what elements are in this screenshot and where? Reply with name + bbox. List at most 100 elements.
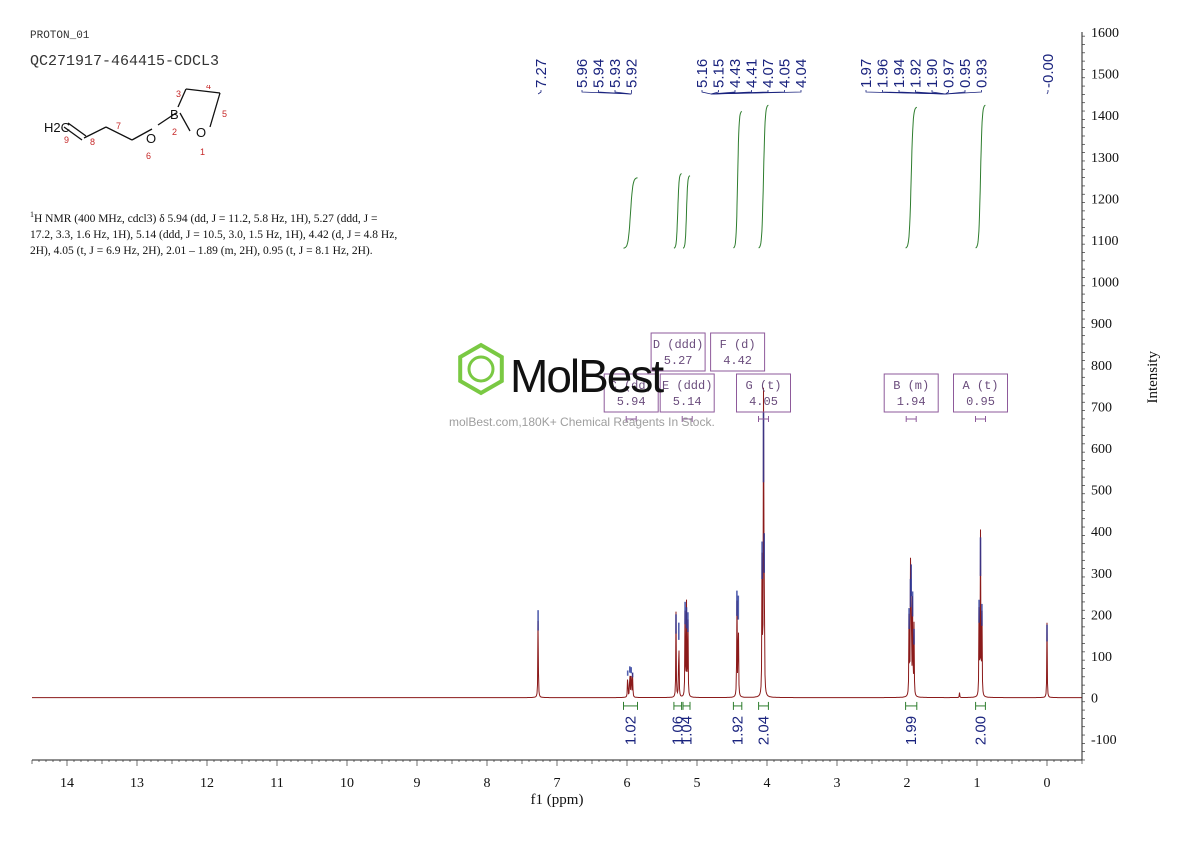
y-tick-label: 300: [1091, 567, 1112, 582]
x-tick-label: 6: [624, 776, 631, 791]
description-text: H NMR (400 MHz, cdcl3) δ 5.94 (dd, J = 1…: [30, 212, 398, 257]
y-tick-label: -100: [1091, 733, 1117, 748]
peak-label-leader: [598, 90, 632, 95]
x-tick-label: 3: [834, 776, 841, 791]
peak-label: 1.90: [924, 59, 941, 88]
x-tick-label: 10: [340, 776, 354, 791]
integral-curve: [673, 173, 682, 249]
peak-label: 0.95: [957, 59, 974, 88]
y-tick-label: 600: [1091, 442, 1112, 457]
peak-label-leader: [931, 90, 946, 95]
peak-label-leader: [915, 90, 946, 95]
peak-label: 5.94: [591, 59, 608, 88]
multiplet-letter: C (dd): [610, 379, 653, 393]
peak-label: 5.16: [694, 59, 711, 88]
integral-value: 1.02: [623, 716, 640, 745]
formula-label: H2C: [44, 120, 70, 135]
integral-value: 2.00: [973, 716, 990, 745]
sample-id: QC271917-464415-CDCL3: [30, 53, 220, 70]
peak-label: 1.97: [858, 59, 875, 88]
y-tick-label: 1300: [1091, 151, 1119, 166]
integral-value: 2.04: [756, 716, 773, 745]
y-tick-label: 100: [1091, 650, 1112, 665]
nmr-description: 1H NMR (400 MHz, cdcl3) δ 5.94 (dd, J = …: [30, 207, 400, 259]
x-tick-label: 7: [554, 776, 561, 791]
integral-values: 1.02 1.061.04 1.92 2.04 1.99 2.00: [623, 701, 990, 745]
x-tick-label: 1: [974, 776, 981, 791]
integral-curve: [682, 175, 691, 249]
x-tick-label: 9: [414, 776, 421, 791]
watermark-logo-icon: [458, 342, 504, 396]
description-superscript: 1: [30, 210, 34, 219]
x-tick-label: 4: [764, 776, 771, 791]
experiment-name: PROTON_01: [30, 30, 90, 42]
peak-label-leader: [1046, 90, 1049, 95]
peak-label: 4.41: [744, 59, 761, 88]
integral-value: 1.06: [670, 716, 687, 745]
y-axis-title: Intensity: [1145, 351, 1161, 404]
x-tick-label: 2: [904, 776, 911, 791]
multiplet-box: [953, 373, 1008, 413]
peak-label-leader: [710, 90, 802, 95]
multiplet-shift: 4.05: [749, 395, 778, 409]
peak-label: 5.93: [607, 59, 624, 88]
y-tick-label: 500: [1091, 484, 1112, 499]
peak-label-leader: [945, 90, 982, 95]
peak-label: 4.05: [777, 59, 794, 88]
x-tick-label: 13: [130, 776, 144, 791]
y-tick-label: 1200: [1091, 192, 1119, 207]
multiplet-letter: E (ddd): [662, 379, 712, 393]
multiplet-box: [659, 373, 715, 413]
spectrum-trace: [32, 387, 1082, 699]
integral-curve: [905, 106, 918, 249]
y-tick-label: 1600: [1091, 26, 1119, 41]
peak-label: 4.43: [727, 59, 744, 88]
y-tick-label: 900: [1091, 317, 1112, 332]
integral-curve: [733, 110, 742, 249]
x-tick-label: 8: [484, 776, 491, 791]
peak-label-leader: [945, 90, 949, 95]
atom-number-1: 1: [200, 147, 205, 157]
integral-curve: [623, 177, 638, 249]
multiplet-letter: A (t): [962, 379, 998, 393]
atom-number-9: 9: [64, 135, 69, 145]
peak-labels: 7.27 5.96 5.94 5.93 5.92 5.16 5.15 4.43 4.41 4.07…: [533, 54, 1057, 95]
atom-number-7: 7: [116, 121, 121, 131]
peak-markers: [537, 412, 1048, 678]
watermark-brand: MolBest: [510, 350, 664, 402]
atom-boron: B: [170, 107, 179, 122]
multiplet-box: [710, 332, 766, 372]
peak-label: 0.97: [941, 59, 958, 88]
atom-number-8: 8: [90, 137, 95, 147]
y-tick-label: 1100: [1091, 234, 1118, 249]
integral-value: 1.04: [679, 716, 696, 745]
peak-label: 5.92: [624, 59, 641, 88]
peak-label: 1.94: [891, 59, 908, 88]
multiplet-letter: B (m): [893, 379, 929, 393]
integral-curve: [975, 104, 986, 249]
peak-label-leader: [614, 90, 632, 95]
y-tick-label: 200: [1091, 608, 1112, 623]
x-tick-label: 11: [270, 776, 283, 791]
integral-value: 1.99: [903, 716, 920, 745]
watermark-logo-ring-icon: [467, 355, 495, 383]
peak-label: 0.93: [974, 59, 991, 88]
multiplet-box: [736, 373, 791, 413]
atom-oxygen-1: O: [196, 125, 206, 140]
multiplet-boxes: D (ddd) 5.27 F (d) 4.42 C (dd) 5.94 E (ddd) 5.1…: [603, 332, 1008, 422]
y-tick-label: 1500: [1091, 68, 1119, 83]
integral-curve: [758, 104, 769, 249]
x-tick-label: 14: [60, 776, 74, 791]
atom-number-5: 5: [222, 109, 227, 119]
multiplet-shift: 5.27: [664, 354, 693, 368]
peak-label: 1.96: [875, 59, 892, 88]
watermark: MolBest molBest.com,180K+ Chemical Reagen…: [449, 342, 715, 429]
y-tick-label: 700: [1091, 400, 1112, 415]
atom-number-2: 2: [172, 127, 177, 137]
atom-number-4: 4: [206, 85, 211, 91]
peak-label: 4.04: [793, 59, 810, 88]
peak-label-leader: [710, 90, 719, 95]
peak-label: 5.96: [574, 59, 591, 88]
molecule-structure: H2C O B O 9 8 7 6 2 1 3 4 5: [44, 85, 227, 161]
multiplet-letter: D (ddd): [653, 338, 703, 352]
